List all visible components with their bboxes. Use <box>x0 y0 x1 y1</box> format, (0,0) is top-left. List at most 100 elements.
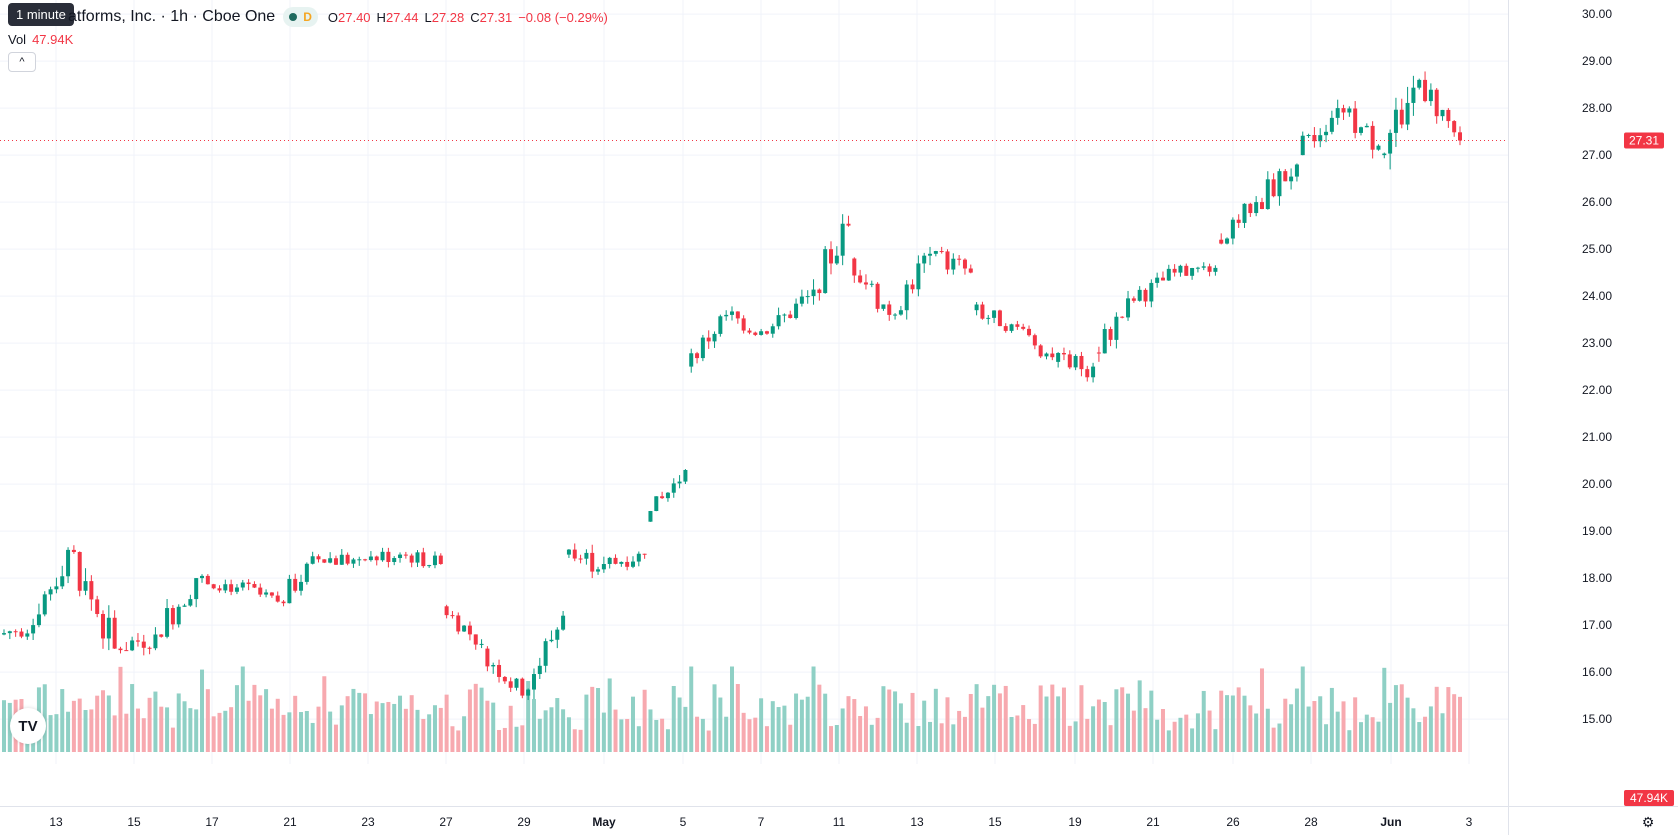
volume-bar <box>467 689 472 752</box>
candle-body <box>718 316 723 334</box>
candle-body <box>823 249 828 294</box>
candle-body <box>415 552 420 563</box>
volume-bar <box>811 666 816 752</box>
candle-body <box>118 648 123 651</box>
candle-body <box>531 674 536 690</box>
candle-body <box>974 304 979 311</box>
candle-body <box>234 587 239 592</box>
candle-body <box>1184 265 1189 276</box>
candle-body <box>700 337 705 359</box>
y-tick-label: 29.00 <box>1582 54 1612 68</box>
candle-body <box>1085 369 1090 378</box>
volume-bar <box>1038 685 1043 752</box>
candle-body <box>1096 352 1101 354</box>
x-tick-label: 27 <box>439 815 453 829</box>
volume-bar <box>77 698 82 752</box>
candle-body <box>1399 109 1404 125</box>
volume-label: Vol <box>8 32 27 47</box>
volume-bar <box>1085 718 1090 752</box>
candle-body <box>1265 179 1270 210</box>
volume-bar <box>1149 690 1154 752</box>
candle-body <box>479 643 484 645</box>
candle-body <box>1155 277 1160 283</box>
candle-body <box>502 676 507 682</box>
volume-bar <box>951 724 956 752</box>
volume-bar <box>689 666 694 752</box>
candle-body <box>1411 87 1416 103</box>
volume-bar <box>846 696 851 752</box>
candle-body <box>962 259 967 269</box>
candle-body <box>450 615 455 617</box>
candle-body <box>1143 289 1148 302</box>
candle-body <box>1230 219 1235 239</box>
candle-body <box>1294 164 1299 177</box>
candle-body <box>246 582 251 585</box>
market-open-dot-icon <box>289 13 298 21</box>
collapse-legend-button[interactable]: ^ <box>8 52 36 72</box>
candle-body <box>351 559 356 564</box>
candle-body <box>205 575 210 585</box>
volume-bar <box>840 708 845 752</box>
volume-bar <box>246 700 251 752</box>
market-status-pill[interactable]: D <box>283 7 318 27</box>
candle-body <box>1236 219 1241 223</box>
volume-bar <box>409 695 414 752</box>
volume-bar <box>776 707 781 752</box>
candle-body <box>1120 316 1125 318</box>
candle-body <box>1190 268 1195 276</box>
volume-bar <box>1306 706 1311 752</box>
volume-bar <box>1225 695 1230 752</box>
candle-body <box>1364 125 1369 128</box>
candle-body <box>444 606 449 616</box>
volume-bar <box>130 684 135 752</box>
candle-body <box>31 625 36 634</box>
volume-bar <box>1172 721 1177 752</box>
volume-bar <box>1434 686 1439 752</box>
volume-bar <box>176 693 181 752</box>
volume-bar <box>928 721 933 752</box>
volume-bar <box>875 717 880 752</box>
volume-bar <box>770 701 775 752</box>
volume-bar <box>648 709 653 752</box>
candle-body <box>910 284 915 290</box>
candle-body <box>322 559 327 563</box>
candle-body <box>782 314 787 316</box>
candle-body <box>805 296 810 298</box>
volume-bar <box>328 711 333 752</box>
candle-body <box>1172 268 1177 273</box>
candle-body <box>1335 108 1340 118</box>
candle-body <box>747 330 752 333</box>
volume-bar <box>747 719 752 752</box>
candle-body <box>1283 171 1288 182</box>
volume-bar <box>223 710 228 752</box>
volume-bar <box>1428 706 1433 752</box>
candle-body <box>939 251 944 253</box>
volume-bar <box>561 709 566 752</box>
x-tick-label: 15 <box>127 815 141 829</box>
candle-body <box>77 552 82 591</box>
volume-bar <box>1184 714 1189 752</box>
symbol-title[interactable]: atforms, Inc. · 1h · Cboe One <box>68 8 276 25</box>
volume-bar <box>1178 717 1183 752</box>
volume-bar <box>986 696 991 752</box>
volume-bar <box>1440 713 1445 752</box>
candle-body <box>1434 89 1439 117</box>
volume-bar <box>642 689 647 752</box>
candle-body <box>421 552 426 567</box>
volume-bar <box>322 676 327 752</box>
volume-bar <box>1452 694 1457 752</box>
candle-body <box>1417 79 1422 88</box>
volume-bar <box>706 730 711 752</box>
settings-gear-icon[interactable]: ⚙ <box>1641 813 1655 830</box>
volume-bar <box>194 709 199 752</box>
candle-body <box>48 589 53 595</box>
candle-body <box>1195 267 1200 269</box>
candle-body <box>258 587 263 595</box>
tradingview-logo[interactable]: TV <box>10 708 46 744</box>
candle-body <box>572 549 577 559</box>
candle-body <box>1259 202 1264 210</box>
volume-bar <box>398 695 403 752</box>
candle-body <box>264 592 269 595</box>
volume-bar <box>724 716 729 752</box>
